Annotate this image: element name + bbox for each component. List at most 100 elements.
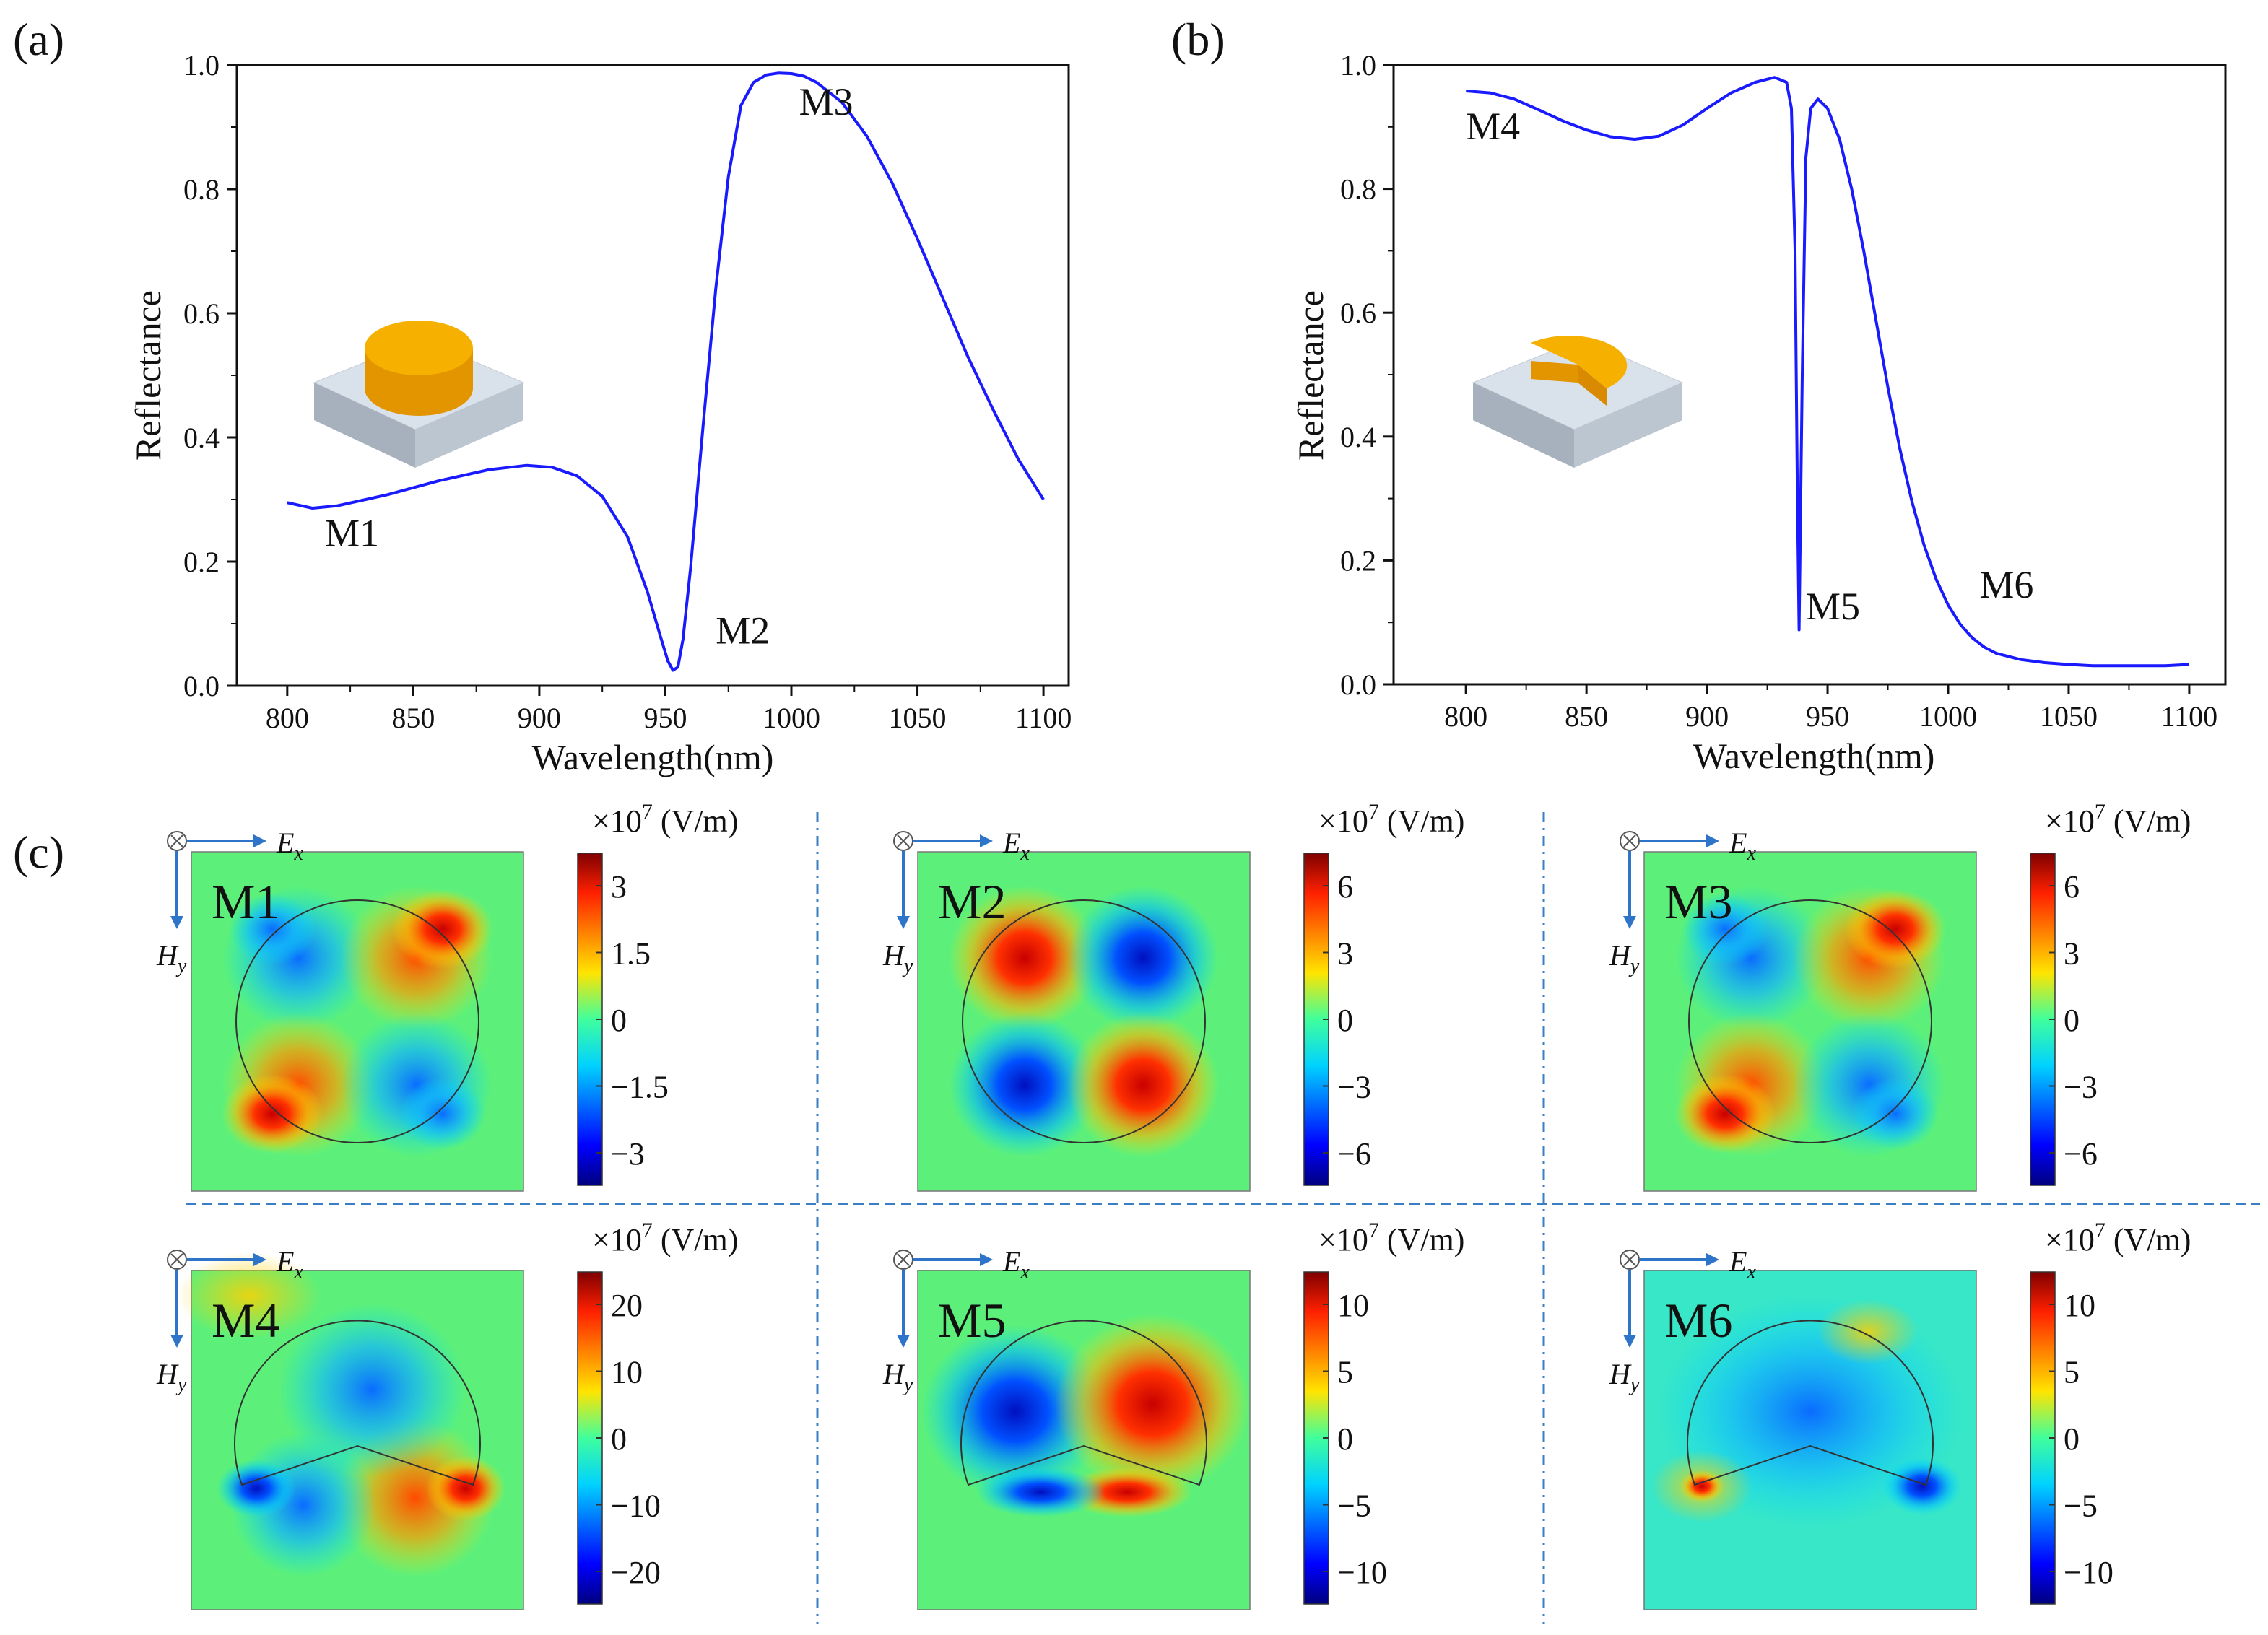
ex-arrow-head [1706,1253,1719,1266]
field-hotspot [1852,1078,1939,1150]
hy-label-sub: y [1628,955,1640,977]
unit-prefix: ×10 [2045,1222,2095,1257]
x-tick-label: 850 [391,702,435,734]
hy-label: Hy [156,1358,187,1396]
unit-exponent: 7 [2095,800,2106,824]
colorbar-tick-label: 10 [1337,1288,1369,1323]
colorbar-tick-label: −10 [1337,1555,1387,1590]
colorbar-unit-label: ×107 (V/m) [2045,1218,2191,1257]
colorbar-tick-label: −10 [2064,1555,2113,1590]
chart-b: 800 850 900 950 1000 1050 1100 0.0 0.2 0.4 0.6 0.8 1… [1290,49,2227,776]
hy-label-main: H [156,1358,179,1390]
k-into-page-cross [897,1253,910,1266]
chart-a-ticks: 800 850 900 950 1000 1050 1100 0.0 0.2 0.4 0.6 0.8 1… [183,49,1072,734]
colorbar-tick-label: −6 [2064,1136,2098,1172]
x-tick-label: 950 [1806,700,1849,733]
y-tick-label: 0.6 [183,297,220,330]
field-hotspot [1845,889,1946,969]
field-hotspot [1882,1457,1962,1515]
field-panel-m6: M6 Ex Hy 10 5 0 −5 −10 ×107 (V/m) [1609,1218,2191,1610]
field-mode-label: M5 [938,1293,1006,1348]
y-tick-label: 0.2 [1340,544,1376,577]
ex-arrow-head [253,834,266,847]
panel-label-c: (c) [13,827,64,878]
mode-label-m1: M1 [325,512,379,555]
field-panel-m2: M2 Ex Hy 6 3 0 −3 −6 ×107 (V/m) [882,800,1464,1192]
hy-label-sub: y [175,1374,187,1396]
unit-suffix: (V/m) [1379,1222,1465,1257]
ex-label-main: E [276,1245,294,1278]
field-hotspot [222,1074,323,1154]
field-lobe [1055,1314,1250,1494]
hy-label-sub: y [1628,1374,1640,1396]
x-tick-label: 800 [1444,700,1487,733]
field-hotspot [426,1456,505,1521]
hy-label: Hy [882,1358,913,1396]
field-hotspot [229,893,316,965]
x-tick-label: 1050 [889,702,947,734]
ex-label: Ex [276,1245,303,1283]
y-tick-label: 1.0 [183,49,220,82]
colorbar-unit-label: ×107 (V/m) [592,1218,738,1257]
unit-suffix: (V/m) [653,1222,739,1257]
y-tick-label: 1.0 [1340,49,1376,82]
field-lobe [949,886,1100,1030]
chart-b-xlabel: Wavelength(nm) [1693,736,1935,776]
ex-label-main: E [1729,1245,1747,1278]
chart-a-series-line [287,71,1045,672]
colorbar-tick-label: 6 [2064,869,2080,904]
colorbar-unit-label: ×107 (V/m) [1318,1218,1464,1257]
x-tick-label: 1100 [2161,700,2218,733]
colorbar-tick-label: 0 [1337,1421,1353,1457]
colorbar [577,1271,603,1605]
disk-top [365,321,473,375]
k-into-page-cross [1623,834,1636,847]
field-hotspot [392,889,493,969]
colorbar-tick-label: 5 [1337,1355,1353,1390]
field-hotspot [1682,893,1768,965]
colorbar-tick-label: −20 [611,1555,661,1590]
chart-b-annotations: M4 M5 M6 [1466,105,2033,628]
unit-prefix: ×10 [592,803,642,839]
ex-arrow-head [980,1253,993,1266]
ex-label: Ex [1002,1245,1030,1283]
colorbar-tick-label: −6 [1337,1136,1371,1172]
colorbar-tick-label: 20 [611,1288,643,1323]
sector-cut-face [1578,365,1607,406]
chart-a-ylabel: Reflectance [128,290,168,461]
substrate-side [415,383,523,468]
k-into-page-cross [170,1253,183,1266]
field-mode-label: M1 [212,874,279,929]
chart-b-ticks: 800 850 900 950 1000 1050 1100 0.0 0.2 0.4 0.6 0.8 1… [1340,49,2217,733]
hy-arrow-head [170,1335,183,1348]
ex-arrow-head [253,1253,266,1266]
field-lobe [1067,1013,1219,1157]
chart-b-series-line [1466,76,2190,668]
field-mode-label: M2 [938,874,1006,929]
mode-label-m2: M2 [716,609,770,653]
x-tick-label: 1050 [2040,700,2098,733]
x-tick-label: 1000 [762,702,820,734]
hy-label: Hy [156,939,187,977]
field-mode-label: M3 [1664,874,1732,929]
k-into-page-cross [897,834,910,847]
sector-top [1531,336,1628,388]
substrate-front [1473,383,1574,468]
disk-outline [1688,899,1932,1143]
y-tick-label: 0.4 [1340,421,1376,453]
ex-label-sub: x [1746,1261,1756,1283]
unit-prefix: ×10 [2045,803,2095,839]
chart-b-ylabel: Reflectance [1290,290,1331,461]
colorbar-tick-label: 0 [1337,1003,1353,1038]
unit-prefix: ×10 [1318,1222,1368,1257]
disk-structure-illustration [313,321,525,468]
colorbar-tick-label: −5 [2064,1488,2098,1524]
ex-label-main: E [1002,1245,1020,1278]
chart-a-annotations: M1 M2 M3 [325,80,853,653]
mode-label-m5: M5 [1806,585,1860,628]
chart-a-xlabel: Wavelength(nm) [532,737,774,777]
hy-arrow-head [897,916,910,929]
field-panel-m4: M4 Ex Hy 20 10 0 −10 −20 ×107 (V/m) [156,1218,738,1610]
